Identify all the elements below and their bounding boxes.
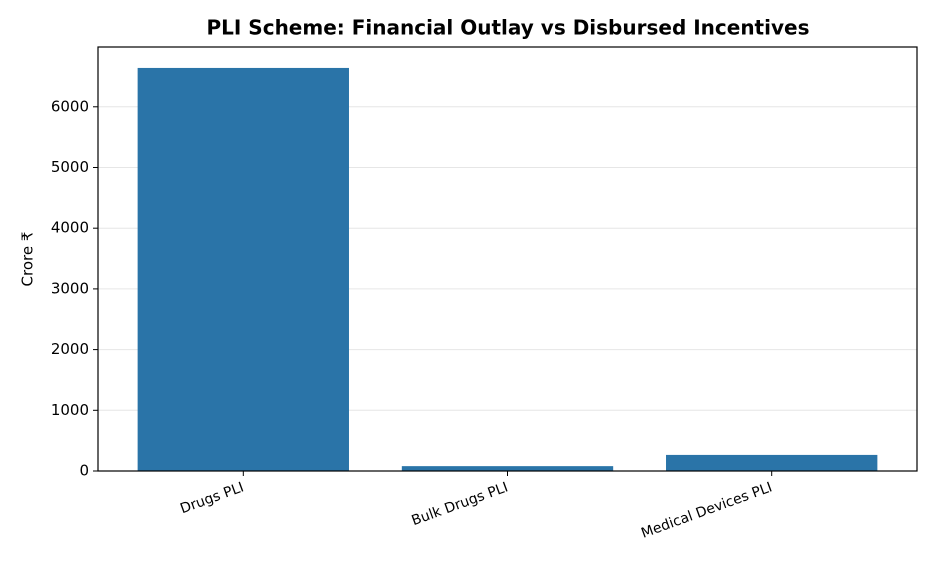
- bar: [666, 454, 878, 471]
- bars: [137, 67, 878, 471]
- y-tick-label: 6000: [51, 97, 89, 115]
- y-axis-label: Crore ₹: [19, 232, 37, 287]
- y-tick-label: 0: [79, 462, 89, 480]
- bar: [401, 466, 614, 471]
- chart-title: PLI Scheme: Financial Outlay vs Disburse…: [207, 16, 810, 40]
- x-tick-label: Medical Devices PLI: [639, 479, 774, 541]
- y-tick-label: 5000: [51, 158, 89, 176]
- y-tick-label: 3000: [51, 279, 89, 297]
- x-tick-label: Bulk Drugs PLI: [410, 479, 511, 529]
- y-tick-label: 4000: [51, 219, 89, 237]
- x-tick-label: Drugs PLI: [178, 479, 246, 517]
- bar: [137, 67, 349, 471]
- y-tick-label: 2000: [51, 340, 89, 358]
- y-tick-label: 1000: [51, 401, 89, 419]
